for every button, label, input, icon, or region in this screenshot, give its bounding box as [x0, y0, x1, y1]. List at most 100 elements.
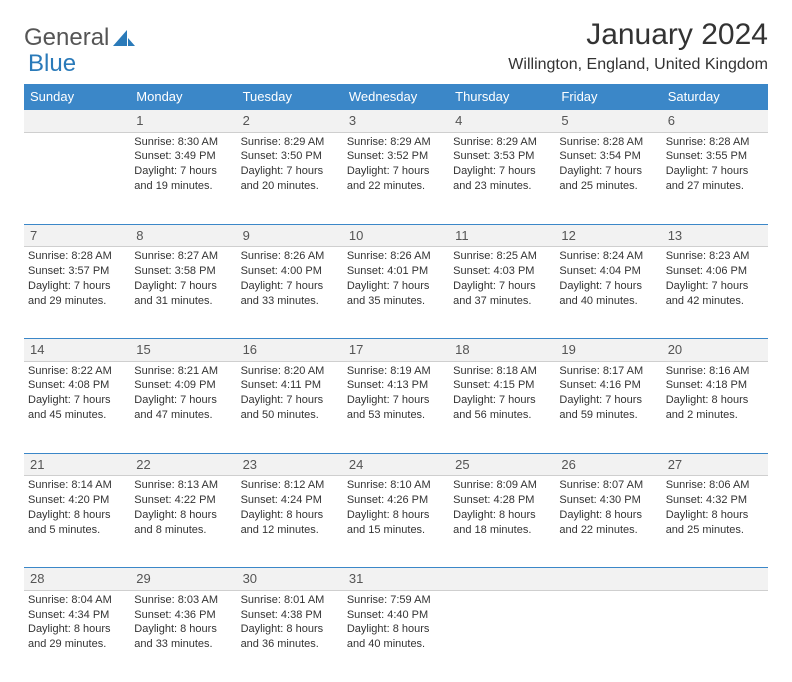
d2-text: and 12 minutes.	[241, 523, 339, 538]
sunrise-text: Sunrise: 8:10 AM	[347, 478, 445, 493]
page-subtitle: Willington, England, United Kingdom	[508, 56, 768, 74]
day-number: 17	[343, 339, 449, 362]
day-number	[449, 568, 555, 591]
day-number	[24, 110, 130, 133]
day-number: 19	[555, 339, 661, 362]
d2-text: and 5 minutes.	[28, 523, 126, 538]
day-number: 23	[237, 453, 343, 476]
sunset-text: Sunset: 4:28 PM	[453, 493, 551, 508]
day-number: 4	[449, 110, 555, 133]
day-number-row: 28293031	[24, 568, 768, 591]
day-cell: Sunrise: 8:25 AMSunset: 4:03 PMDaylight:…	[449, 247, 555, 339]
brand-part1: General	[24, 24, 109, 52]
day-number-row: 123456	[24, 110, 768, 133]
sunrise-text: Sunrise: 8:04 AM	[28, 593, 126, 608]
sunset-text: Sunset: 4:11 PM	[241, 378, 339, 393]
day-cell: Sunrise: 8:28 AMSunset: 3:54 PMDaylight:…	[555, 132, 661, 224]
d1-text: Daylight: 7 hours	[347, 164, 445, 179]
day-content-row: Sunrise: 8:30 AMSunset: 3:49 PM Daylight:…	[24, 132, 768, 224]
weekday-header: Tuesday	[237, 84, 343, 110]
d2-text: and 23 minutes.	[453, 179, 551, 194]
day-cell: Sunrise: 8:29 AMSunset: 3:53 PMDaylight:…	[449, 132, 555, 224]
day-number: 9	[237, 224, 343, 247]
sunrise-text: Sunrise: 8:29 AM	[241, 135, 339, 150]
sunset-text: Sunset: 4:30 PM	[559, 493, 657, 508]
d2-text: and 59 minutes.	[559, 408, 657, 423]
d2-text: and 31 minutes.	[134, 294, 232, 309]
day-number: 30	[237, 568, 343, 591]
sunset-text: Sunset: 3:50 PM	[241, 149, 339, 164]
title-block: January 2024 Willington, England, United…	[508, 18, 768, 74]
sunrise-text: Sunrise: 8:16 AM	[666, 364, 764, 379]
d2-text: and 20 minutes.	[241, 179, 339, 194]
day-cell: Sunrise: 8:22 AMSunset: 4:08 PMDaylight:…	[24, 361, 130, 453]
d1-text: Daylight: 7 hours	[241, 393, 339, 408]
sunrise-text: Sunrise: 8:20 AM	[241, 364, 339, 379]
sunrise-text: Sunrise: 8:01 AM	[241, 593, 339, 608]
sunset-text: Sunset: 3:53 PM	[453, 149, 551, 164]
day-number: 1	[130, 110, 236, 133]
sunset-text: Sunset: 4:13 PM	[347, 378, 445, 393]
d1-text: Daylight: 7 hours	[559, 279, 657, 294]
day-number: 14	[24, 339, 130, 362]
d1-text: Daylight: 7 hours	[134, 393, 232, 408]
sunrise-text: Sunrise: 7:59 AM	[347, 593, 445, 608]
day-number: 31	[343, 568, 449, 591]
sunset-text: Sunset: 4:03 PM	[453, 264, 551, 279]
day-number: 10	[343, 224, 449, 247]
sunrise-text: Sunrise: 8:19 AM	[347, 364, 445, 379]
day-number: 15	[130, 339, 236, 362]
day-cell: Sunrise: 8:30 AMSunset: 3:49 PMDaylight:…	[130, 132, 236, 224]
sunset-text: Sunset: 3:54 PM	[559, 149, 657, 164]
sunset-text: Sunset: 4:40 PM	[347, 608, 445, 623]
day-number: 7	[24, 224, 130, 247]
weekday-header: Wednesday	[343, 84, 449, 110]
d1-text: Daylight: 8 hours	[28, 622, 126, 637]
d2-text: and 25 minutes.	[559, 179, 657, 194]
sunrise-text: Sunrise: 8:12 AM	[241, 478, 339, 493]
day-cell: Sunrise: 8:10 AMSunset: 4:26 PMDaylight:…	[343, 476, 449, 568]
d1-text: Daylight: 8 hours	[28, 508, 126, 523]
sunrise-text: Sunrise: 8:18 AM	[453, 364, 551, 379]
weekday-header-row: Sunday Monday Tuesday Wednesday Thursday…	[24, 84, 768, 110]
d1-text: Daylight: 7 hours	[28, 279, 126, 294]
sunset-text: Sunset: 3:49 PM	[134, 149, 232, 164]
day-number: 16	[237, 339, 343, 362]
sunrise-text: Sunrise: 8:30 AM	[134, 135, 232, 150]
d1-text: Daylight: 7 hours	[559, 393, 657, 408]
day-number-row: 14151617181920	[24, 339, 768, 362]
day-number: 11	[449, 224, 555, 247]
d2-text: and 8 minutes.	[134, 523, 232, 538]
sunrise-text: Sunrise: 8:14 AM	[28, 478, 126, 493]
sunrise-text: Sunrise: 8:13 AM	[134, 478, 232, 493]
d1-text: Daylight: 7 hours	[347, 393, 445, 408]
d1-text: Daylight: 8 hours	[666, 508, 764, 523]
sunrise-text: Sunrise: 8:24 AM	[559, 249, 657, 264]
day-cell: Sunrise: 8:01 AMSunset: 4:38 PMDaylight:…	[237, 590, 343, 682]
sunset-text: Sunset: 4:16 PM	[559, 378, 657, 393]
day-cell: Sunrise: 8:07 AMSunset: 4:30 PMDaylight:…	[555, 476, 661, 568]
d2-text: and 22 minutes.	[347, 179, 445, 194]
page-header: General January 2024 Willington, England…	[24, 18, 768, 74]
day-cell: Sunrise: 8:18 AMSunset: 4:15 PMDaylight:…	[449, 361, 555, 453]
sunrise-text: Sunrise: 8:28 AM	[666, 135, 764, 150]
d2-text: and 33 minutes.	[241, 294, 339, 309]
sunrise-text: Sunrise: 8:23 AM	[666, 249, 764, 264]
day-cell: Sunrise: 8:23 AMSunset: 4:06 PMDaylight:…	[662, 247, 768, 339]
day-cell: Sunrise: 8:29 AMSunset: 3:52 PMDaylight:…	[343, 132, 449, 224]
day-cell: Sunrise: 8:03 AMSunset: 4:36 PMDaylight:…	[130, 590, 236, 682]
d2-text: and 53 minutes.	[347, 408, 445, 423]
day-cell	[555, 590, 661, 682]
weekday-header: Thursday	[449, 84, 555, 110]
day-number: 8	[130, 224, 236, 247]
sunset-text: Sunset: 4:01 PM	[347, 264, 445, 279]
sunrise-text: Sunrise: 8:17 AM	[559, 364, 657, 379]
sunset-text: Sunset: 4:38 PM	[241, 608, 339, 623]
day-number: 3	[343, 110, 449, 133]
d2-text: and 25 minutes.	[666, 523, 764, 538]
day-number: 12	[555, 224, 661, 247]
d1-text: Daylight: 8 hours	[347, 508, 445, 523]
day-cell: Sunrise: 8:17 AMSunset: 4:16 PMDaylight:…	[555, 361, 661, 453]
sunset-text: Sunset: 4:09 PM	[134, 378, 232, 393]
sunset-text: Sunset: 4:00 PM	[241, 264, 339, 279]
